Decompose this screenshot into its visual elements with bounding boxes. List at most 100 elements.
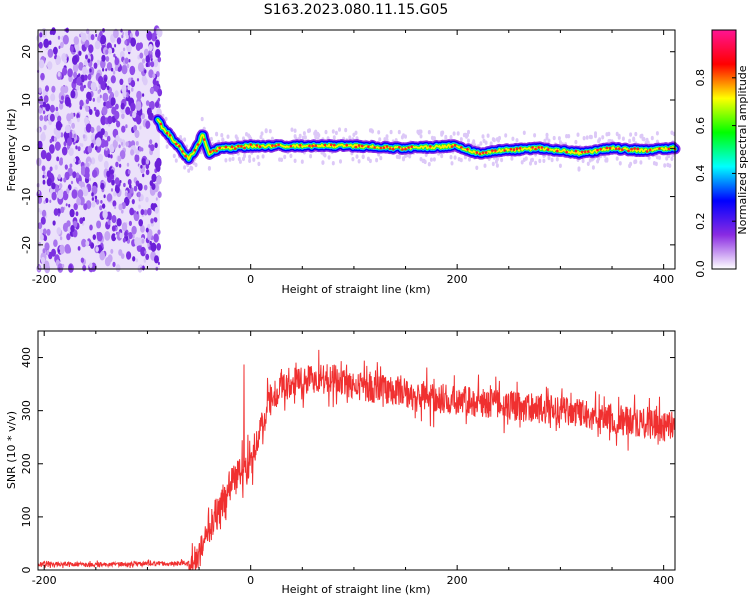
noise-speckle [121, 222, 128, 232]
trace-halo-speckle [440, 153, 444, 159]
noise-speckle [96, 220, 102, 229]
trace-halo-speckle [248, 158, 252, 163]
noise-speckle [126, 63, 130, 69]
noise-speckle [79, 142, 82, 147]
noise-speckle [102, 92, 109, 102]
noise-speckle [55, 106, 59, 112]
noise-speckle [142, 77, 148, 86]
trace-halo-speckle [475, 165, 479, 170]
trace-halo-speckle [594, 133, 597, 139]
snr-x-axis: -200 0 200 400 [32, 331, 674, 587]
trace-halo-speckle [654, 161, 658, 167]
trace-halo-speckle [302, 131, 306, 136]
x-tick-label: 400 [653, 273, 674, 286]
noise-speckle [114, 205, 117, 210]
noise-speckle [145, 253, 150, 260]
noise-speckle [83, 203, 88, 211]
y-tick-label: 200 [20, 453, 33, 474]
trace-halo-speckle [670, 130, 674, 135]
trace-halo-speckle [557, 136, 561, 141]
trace-halo-speckle [270, 136, 274, 141]
noise-speckle [150, 242, 157, 252]
noise-speckle [123, 182, 126, 188]
noise-speckle [130, 37, 136, 47]
noise-speckle [113, 53, 116, 58]
trace-halo-speckle [500, 157, 504, 163]
noise-speckle [145, 100, 150, 106]
noise-speckle [145, 55, 151, 63]
trace-halo-speckle [640, 133, 644, 138]
noise-speckle [60, 132, 64, 138]
snr-y-axis: 0 100 200 300 400 [20, 347, 675, 574]
noise-speckle [138, 42, 143, 49]
noise-speckle [133, 125, 138, 132]
trace-peak-dot [667, 147, 671, 151]
noise-speckle [100, 115, 107, 126]
noise-speckle [79, 99, 84, 107]
noise-speckle [82, 66, 88, 75]
noise-speckle [139, 52, 144, 59]
trace-peak-dot [240, 144, 243, 148]
noise-speckle [105, 49, 109, 55]
trace-halo-speckle [355, 154, 359, 159]
noise-speckle [155, 197, 158, 201]
noise-speckle [42, 179, 46, 185]
noise-speckle [43, 115, 48, 122]
noise-speckle [118, 203, 123, 211]
noise-speckle [122, 47, 126, 52]
trace-halo-speckle [416, 129, 420, 134]
trace-halo-speckle [597, 138, 601, 144]
trace-halo-speckle [524, 156, 528, 161]
noise-speckle [156, 243, 161, 251]
trace-halo-speckle [164, 116, 168, 122]
trace-peak-dot [168, 134, 172, 137]
colorbar-tick-label: 0.0 [694, 260, 707, 278]
trace-halo-speckle [289, 153, 293, 159]
noise-speckle [106, 62, 113, 71]
noise-speckle [89, 68, 92, 73]
noise-speckle [154, 255, 159, 264]
trace-peak-dot [175, 142, 178, 146]
noise-speckle [86, 69, 90, 74]
noise-speckle [63, 141, 67, 147]
trace-halo-speckle [187, 168, 191, 173]
trace-peak-dot [540, 146, 544, 149]
noise-speckle [82, 187, 89, 197]
trace-halo-speckle [226, 134, 230, 139]
noise-speckle [83, 74, 88, 81]
trace-halo-speckle [256, 155, 260, 160]
trace-halo-speckle [511, 136, 515, 141]
trace-halo-speckle [377, 130, 381, 135]
y-tick-label: -20 [20, 236, 33, 254]
noise-speckle [122, 237, 126, 243]
trace-halo-speckle [290, 127, 294, 132]
trace-halo-speckle [344, 127, 348, 133]
y-tick-label: 400 [20, 347, 33, 368]
trace-halo-speckle [586, 161, 590, 166]
noise-speckle [84, 39, 90, 48]
noise-speckle [64, 124, 71, 134]
noise-speckle [48, 40, 52, 45]
trace-peak-dot [565, 150, 568, 154]
noise-speckle [61, 146, 68, 156]
trace-halo-speckle [545, 132, 549, 138]
noise-speckle [39, 210, 43, 215]
x-tick-label: -200 [32, 273, 57, 286]
trace-peak-dot [258, 145, 262, 149]
trace-halo-speckle [456, 131, 460, 136]
noise-speckle [120, 102, 125, 110]
noise-speckle [89, 224, 93, 231]
trace-peak-dot [385, 145, 389, 148]
noise-speckle [124, 191, 128, 197]
noise-speckle [57, 213, 61, 217]
noise-speckle [77, 117, 80, 123]
noise-speckle [136, 90, 142, 100]
trace-peak-dot [608, 146, 612, 150]
noise-speckle [152, 78, 157, 86]
noise-speckle [148, 69, 154, 78]
trace-halo-speckle [483, 163, 487, 168]
noise-speckle [85, 123, 92, 133]
noise-speckle [102, 209, 108, 219]
noise-speckle [60, 206, 65, 213]
